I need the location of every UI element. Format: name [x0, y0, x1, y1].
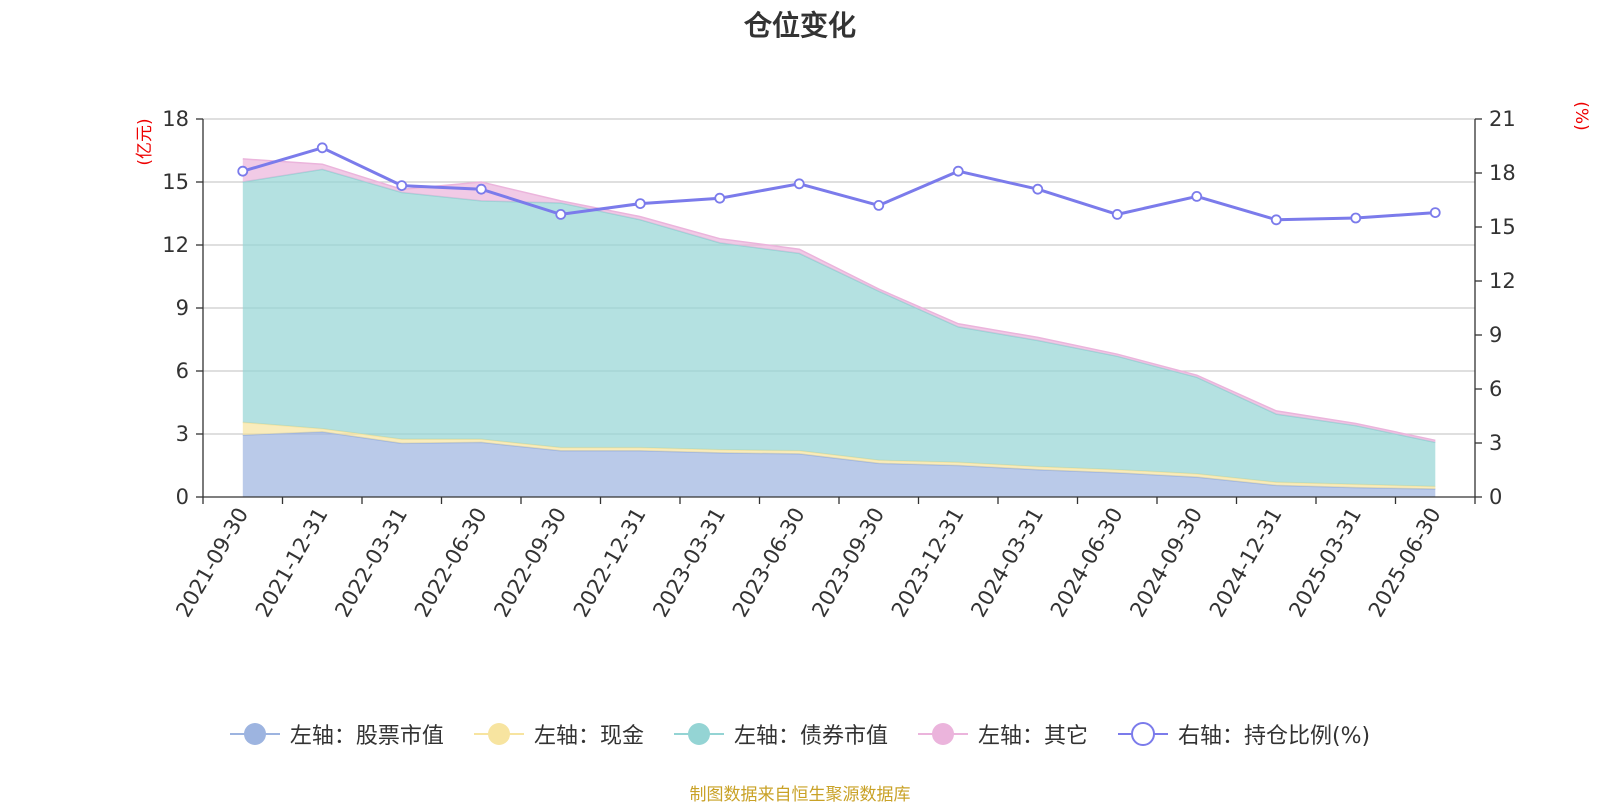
ratio-point	[1350, 212, 1362, 224]
right-tick-label: 12	[1489, 269, 1516, 293]
right-axis-unit: (%)	[1571, 101, 1591, 130]
legend-symbol	[917, 723, 968, 745]
left-tick-label: 9	[176, 296, 189, 320]
legend-symbol	[673, 723, 724, 745]
left-tick-label: 12	[162, 233, 189, 257]
right-tick-label: 6	[1489, 377, 1502, 401]
left-tick-label: 18	[162, 107, 189, 131]
left-axis-unit: (亿元)	[135, 118, 155, 165]
source-note: 制图数据来自恒生聚源数据库	[689, 785, 911, 805]
legend-marker	[487, 723, 510, 745]
legend-item-3[interactable]: 左轴：债券市值	[673, 718, 888, 750]
ratio-point	[1429, 207, 1441, 219]
x-tick-label: 2022-12-31	[569, 504, 651, 622]
chart-area: (亿元) (%) 0 3 6 9 12 15 18 0 3 6 9 12 15 18 21 2021-09-3…	[135, 101, 1591, 622]
legend-marker	[243, 723, 266, 745]
area-edge-4	[242, 158, 1436, 442]
left-tick-label: 0	[176, 485, 189, 509]
ratio-point	[793, 178, 805, 190]
area-series-3	[242, 169, 1436, 487]
legend-label: 左轴：现金	[533, 724, 644, 749]
x-tick-label: 2021-12-31	[251, 504, 333, 622]
legend-symbol	[229, 723, 280, 745]
ratio-line-path	[242, 146, 1436, 222]
legend-marker	[931, 723, 954, 745]
x-tick-label: 2022-06-30	[410, 504, 492, 622]
x-tick-label: 2021-09-30	[171, 504, 253, 622]
ratio-point	[396, 180, 408, 192]
x-tick-label: 2023-09-30	[807, 504, 889, 622]
chart-title: 仓位变化	[743, 9, 856, 42]
legend-symbol	[1117, 722, 1168, 746]
x-tick-label: 2022-09-30	[489, 504, 571, 622]
ratio-point	[316, 142, 328, 154]
legend: 左轴：股票市值 左轴：现金 左轴：债券市值 左轴：其它 右轴：持仓比例(%)	[0, 718, 1600, 750]
x-tick-label: 2023-12-31	[887, 504, 969, 622]
legend-label: 左轴：股票市值	[289, 724, 444, 749]
ratio-point	[952, 165, 964, 177]
ratio-point	[1032, 183, 1044, 195]
x-tick-label: 2023-06-30	[728, 504, 810, 622]
right-tick-label: 3	[1489, 431, 1502, 455]
x-tick-label: 2024-06-30	[1046, 504, 1128, 622]
ratio-point	[634, 198, 646, 210]
legend-label: 左轴：债券市值	[733, 724, 888, 749]
area-series-1	[242, 431, 1436, 497]
x-tick-label: 2022-03-31	[330, 504, 412, 622]
right-tick-label: 0	[1489, 485, 1502, 509]
ratio-point	[555, 208, 567, 220]
right-tick-label: 9	[1489, 323, 1502, 347]
ratio-point	[873, 199, 885, 211]
left-tick-label: 6	[176, 359, 189, 383]
legend-marker	[687, 723, 710, 745]
legend-item-1[interactable]: 左轴：股票市值	[229, 718, 444, 750]
ratio-line	[237, 142, 1441, 226]
right-tick-label: 21	[1489, 107, 1516, 131]
left-tick-label: 15	[162, 170, 189, 194]
x-tick-label: 2024-09-30	[1125, 504, 1207, 622]
x-tick-label: 2024-12-31	[1205, 504, 1287, 622]
left-tick-label: 3	[176, 422, 189, 446]
legend-symbol	[473, 723, 524, 745]
ratio-point	[237, 165, 249, 177]
x-tick-label: 2025-06-30	[1364, 504, 1446, 622]
ratio-point	[714, 192, 726, 204]
x-tick-label: 2024-03-31	[966, 504, 1048, 622]
legend-label: 右轴：持仓比例(%)	[1177, 724, 1371, 749]
x-tick-label: 2025-03-31	[1284, 504, 1366, 622]
ratio-point	[1191, 190, 1203, 202]
ratio-point	[1111, 208, 1123, 220]
legend-item-5[interactable]: 右轴：持仓比例(%)	[1117, 718, 1371, 750]
ratio-point	[475, 183, 487, 195]
legend-item-4[interactable]: 左轴：其它	[917, 718, 1088, 750]
right-tick-label: 18	[1489, 161, 1516, 185]
stacked-areas	[242, 158, 1436, 497]
legend-label: 左轴：其它	[977, 724, 1088, 749]
legend-marker	[1130, 722, 1155, 746]
ratio-point	[1270, 214, 1282, 226]
legend-item-2[interactable]: 左轴：现金	[473, 718, 644, 750]
x-tick-label: 2023-03-31	[648, 504, 730, 622]
right-tick-label: 15	[1489, 215, 1516, 239]
